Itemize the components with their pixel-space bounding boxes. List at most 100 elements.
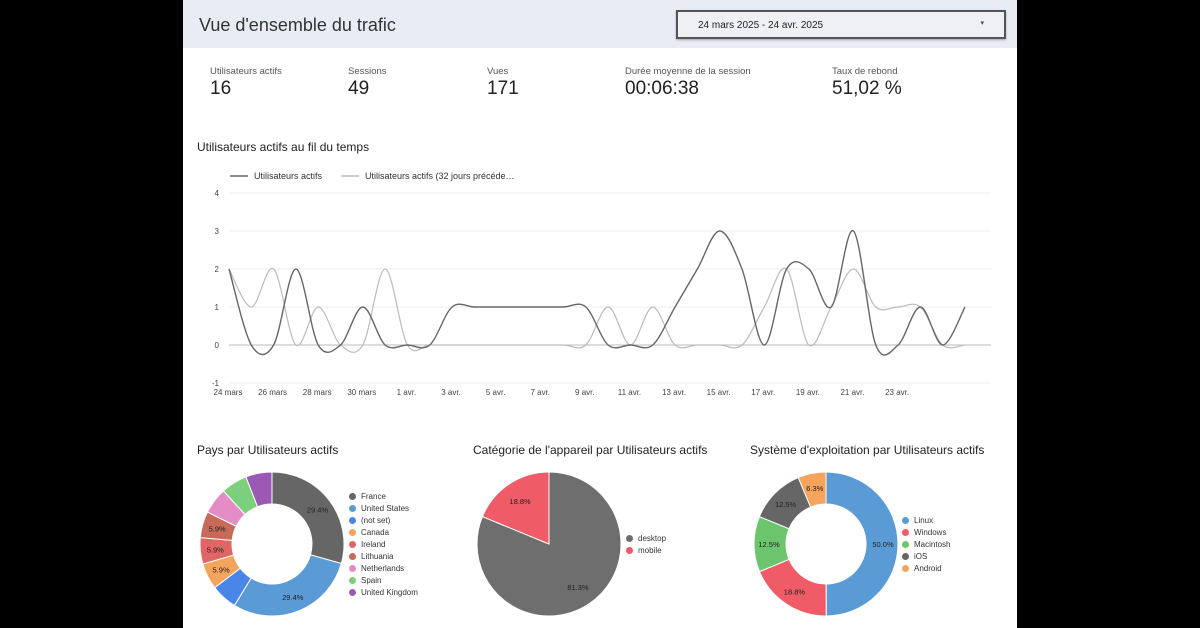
x-tick-label: 17 avr. bbox=[751, 388, 775, 397]
legend-dot-icon bbox=[349, 577, 356, 585]
legend-label: Utilisateurs actifs bbox=[254, 171, 323, 181]
legend-label: United Kingdom bbox=[361, 588, 418, 597]
legend-label: Canada bbox=[361, 528, 390, 537]
legend-item: Canada bbox=[349, 528, 389, 537]
legend-dot-icon bbox=[349, 565, 356, 573]
legend-label: Windows bbox=[914, 528, 947, 537]
countries-chart-title: Pays par Utilisateurs actifs bbox=[197, 443, 339, 457]
legend-dot-icon bbox=[349, 529, 356, 537]
legend-label: (not set) bbox=[361, 516, 391, 525]
legend-item: Macintosh bbox=[902, 540, 950, 549]
legend-item: Windows bbox=[902, 528, 946, 537]
legend-label: mobile bbox=[638, 546, 662, 555]
series-line-current bbox=[228, 230, 966, 356]
kpi-label: Durée moyenne de la session bbox=[625, 66, 751, 77]
legend-dot-icon bbox=[902, 541, 909, 549]
legend-dot-icon bbox=[349, 505, 356, 513]
legend-label: Netherlands bbox=[361, 564, 405, 573]
legend-item: Netherlands bbox=[349, 564, 404, 573]
kpi-value: 171 bbox=[487, 78, 519, 99]
header-bar: Vue d'ensemble du trafic 24 mars 2025 - … bbox=[183, 0, 1017, 48]
chevron-down-icon: ▾ bbox=[980, 20, 984, 27]
slice-label: 18.8% bbox=[509, 497, 531, 506]
kpi-label: Taux de rebond bbox=[832, 66, 898, 77]
os-chart-title: Système d'exploitation par Utilisateurs … bbox=[750, 443, 985, 457]
slice-label: 5.9% bbox=[209, 525, 226, 534]
y-tick-label: -1 bbox=[212, 379, 220, 388]
line-chart-title: Utilisateurs actifs au fil du temps bbox=[197, 140, 370, 154]
legend-item: United States bbox=[349, 504, 409, 513]
x-tick-label: 15 avr. bbox=[707, 388, 731, 397]
slice-label: 18.8% bbox=[784, 587, 806, 596]
slice-label: 81.3% bbox=[567, 583, 589, 592]
legend-item: Lithuania bbox=[349, 552, 393, 561]
legend-dot-icon bbox=[902, 529, 909, 537]
legend-item: France bbox=[349, 492, 386, 501]
legend-item: Android bbox=[902, 564, 942, 573]
line-chart: 4 3 2 1 0 -124 mars 26 mars 28 mars 30 mars 1 avr… bbox=[212, 171, 991, 397]
kpi-value: 51,02 % bbox=[832, 78, 902, 99]
legend-dot-icon bbox=[902, 517, 909, 525]
legend-dot-icon bbox=[626, 547, 633, 555]
x-tick-label: 26 mars bbox=[258, 388, 287, 397]
x-tick-label: 30 mars bbox=[347, 388, 376, 397]
slice-label: 12.5% bbox=[758, 540, 780, 549]
legend-label: Lithuania bbox=[361, 552, 394, 561]
y-tick-label: 0 bbox=[215, 341, 220, 350]
y-tick-label: 2 bbox=[215, 265, 220, 274]
pie-charts: 29.4% 29.4% 5.9% 5.9% 5.9% 81.3% 18.8% 50.0% 18.… bbox=[199, 471, 899, 617]
kpi-bounce-rate: Taux de rebond 51,02 % bbox=[832, 66, 902, 100]
x-tick-label: 9 avr. bbox=[575, 388, 595, 397]
legend-label: France bbox=[361, 492, 386, 501]
pie-slice bbox=[233, 554, 342, 617]
slice-label: 29.4% bbox=[307, 506, 329, 515]
legend-label: Macintosh bbox=[914, 540, 951, 549]
x-tick-label: 7 avr. bbox=[530, 388, 550, 397]
legend-label: Android bbox=[914, 564, 942, 573]
dashboard-page: Vue d'ensemble du trafic 24 mars 2025 - … bbox=[183, 0, 1017, 628]
kpi-value: 00:06:38 bbox=[625, 78, 699, 99]
legend-item: iOS bbox=[902, 552, 927, 561]
pie-slice bbox=[245, 471, 273, 508]
legend-item: desktop bbox=[626, 534, 666, 543]
pie-slice bbox=[825, 471, 899, 617]
legend-dot-icon bbox=[902, 553, 909, 561]
x-tick-label: 3 avr. bbox=[441, 388, 461, 397]
slice-label: 50.0% bbox=[872, 540, 894, 549]
kpi-value: 49 bbox=[348, 78, 370, 99]
kpi-value: 16 bbox=[210, 78, 232, 99]
kpi-label: Sessions bbox=[348, 66, 387, 77]
y-tick-label: 1 bbox=[215, 303, 220, 312]
kpi-active-users: Utilisateurs actifs 16 bbox=[210, 66, 282, 100]
device-chart-title: Catégorie de l'appareil par Utilisateurs… bbox=[473, 443, 708, 457]
date-range-text: 24 mars 2025 - 24 avr. 2025 bbox=[698, 20, 824, 31]
x-tick-label: 23 avr. bbox=[885, 388, 909, 397]
legend-dot-icon bbox=[349, 493, 356, 501]
x-tick-label: 11 avr. bbox=[618, 388, 641, 397]
x-tick-label: 13 avr. bbox=[662, 388, 686, 397]
pie-slice bbox=[797, 471, 827, 508]
legend-dot-icon bbox=[349, 589, 356, 597]
kpi-label: Utilisateurs actifs bbox=[210, 66, 282, 77]
kpi-views: Vues 171 bbox=[487, 66, 519, 100]
slice-label: 29.4% bbox=[282, 593, 304, 602]
legend-label: Spain bbox=[361, 576, 382, 585]
legend-dot-icon bbox=[902, 565, 909, 573]
slice-label: 5.9% bbox=[213, 566, 230, 575]
legend-label: iOS bbox=[914, 552, 928, 561]
legend-dot-icon bbox=[349, 517, 356, 525]
legend-item: Spain bbox=[349, 576, 381, 585]
slice-label: 12.5% bbox=[775, 500, 797, 509]
x-tick-label: 19 avr. bbox=[796, 388, 820, 397]
x-tick-label: 5 avr. bbox=[486, 388, 506, 397]
date-range-picker[interactable]: 24 mars 2025 - 24 avr. 2025 ▾ bbox=[676, 10, 1006, 39]
kpi-sessions: Sessions 49 bbox=[348, 66, 387, 100]
kpi-label: Vues bbox=[487, 66, 509, 77]
page-title: Vue d'ensemble du trafic bbox=[199, 15, 396, 35]
legend-item: mobile bbox=[626, 546, 662, 555]
legend-item: Ireland bbox=[349, 540, 385, 549]
legend-label: Linux bbox=[914, 516, 934, 525]
legend-item: United Kingdom bbox=[349, 588, 418, 597]
pie-slice bbox=[271, 471, 345, 565]
kpi-session-duration: Durée moyenne de la session 00:06:38 bbox=[625, 66, 751, 100]
